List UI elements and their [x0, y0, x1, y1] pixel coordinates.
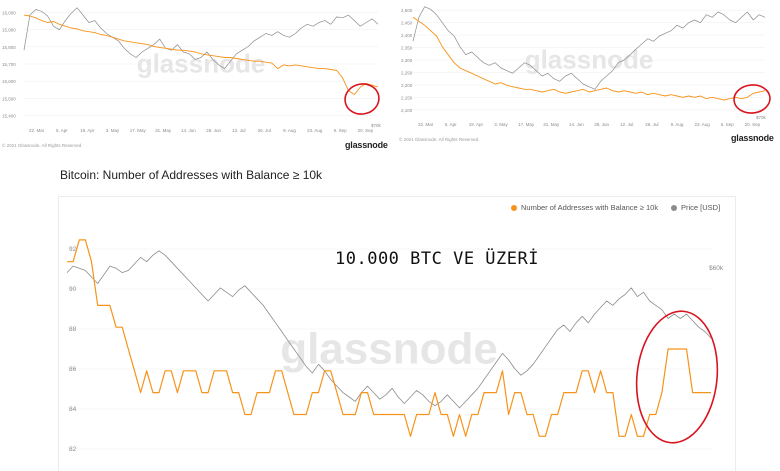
addresses-line	[412, 16, 766, 101]
y-tick-label: 92	[69, 246, 77, 253]
y-tick-label: 2,250	[401, 70, 413, 75]
x-tick-label: 31. May	[155, 128, 172, 133]
x-tick-label: 19. Apr	[469, 122, 484, 127]
y-tick-label: 86	[69, 366, 77, 373]
x-tick-label: 22. Mar	[29, 128, 45, 133]
x-tick-label: 12. Jul	[620, 122, 633, 127]
legend-dot-addresses	[511, 204, 517, 211]
highlight-circle	[733, 84, 771, 114]
x-tick-label: 26. Jul	[258, 128, 271, 133]
watermark: glassnode	[137, 49, 266, 79]
addresses-line	[67, 239, 711, 437]
copyright-text: © 2021 Glassnode. All Rights Reserved.	[2, 143, 83, 148]
highlight-circle	[635, 310, 719, 444]
highlight-circle	[344, 83, 380, 115]
price-line	[23, 7, 379, 69]
x-tick-label: 14. Jun	[569, 122, 584, 127]
price-line	[66, 250, 712, 409]
y-tick-label: 2,350	[401, 46, 413, 51]
glassnode-logo: glassnode	[345, 140, 388, 150]
x-tick-label: 12. Jul	[232, 128, 245, 133]
y-tick-label: 2,450	[401, 21, 413, 26]
price-tick-label: $70k	[756, 115, 767, 120]
x-tick-label: 3. May	[106, 128, 120, 133]
legend-item-addresses[interactable]: Number of Addresses with Balance ≥ 10k	[511, 203, 658, 212]
price-tick-label: $60k	[709, 265, 724, 272]
x-tick-label: 20. Sep	[358, 128, 374, 133]
y-tick-label: 2,300	[401, 58, 413, 63]
x-tick-label: 14. Jun	[181, 128, 196, 133]
copyright-text: © 2021 Glassnode. All Rights Reserved.	[399, 137, 480, 142]
legend-dot-price	[671, 204, 677, 211]
y-tick-label: 2,400	[401, 33, 413, 38]
x-tick-label: 23. Aug	[307, 128, 323, 133]
chart-title: Bitcoin: Number of Addresses with Balanc…	[60, 168, 323, 182]
y-tick-label: 2,200	[401, 83, 413, 88]
x-tick-label: 26. Jul	[645, 122, 658, 127]
glassnode-logo: glassnode	[731, 133, 774, 143]
chart-svg-top-left: 16,000 15,900 15,800 15,700 15,600 15,500 15,4…	[2, 7, 382, 133]
y-tick-label: 16,000	[2, 11, 16, 16]
y-tick-label: 82	[69, 446, 77, 453]
x-tick-label: 28. Jun	[594, 122, 609, 127]
y-tick-label: 2,500	[401, 8, 413, 13]
legend-label-price: Price [USD]	[681, 203, 721, 212]
x-tick-label: 28. Jun	[206, 128, 221, 133]
watermark: glassnode	[280, 325, 498, 374]
x-tick-label: 6. Sep	[334, 128, 348, 133]
y-tick-label: 90	[69, 286, 77, 293]
price-line	[412, 6, 766, 90]
watermark: glassnode	[525, 45, 654, 75]
chart-panel-top-right: 2,500 2,450 2,400 2,350 2,300 2,250 2,200 2,150…	[395, 0, 780, 152]
chart-svg-top-right: 2,500 2,450 2,400 2,350 2,300 2,250 2,200 2,150…	[401, 6, 771, 127]
x-tick-label: 9. Aug	[283, 128, 296, 133]
x-tick-label: 19. Apr	[80, 128, 95, 133]
x-tick-label: 31. May	[543, 122, 560, 127]
y-tick-label: 2,100	[401, 108, 413, 113]
annotation-text: 10.000 BTC VE ÜZERİ	[335, 249, 539, 269]
y-tick-label: 2,150	[401, 95, 413, 100]
y-tick-label: 15,800	[2, 45, 16, 50]
y-tick-label: 15,600	[2, 79, 16, 84]
price-tick-label: $70k	[371, 123, 382, 128]
x-tick-label: 3. May	[494, 122, 508, 127]
legend-label-addresses: Number of Addresses with Balance ≥ 10k	[521, 203, 659, 212]
chart-panel-top-left: 16,000 15,900 15,800 15,700 15,600 15,500 15,4…	[0, 0, 388, 152]
y-tick-label: 84	[69, 406, 77, 413]
x-tick-label: 5. Apr	[445, 122, 457, 127]
x-tick-label: 5. Apr	[56, 128, 68, 133]
x-tick-label: 6. Sep	[721, 122, 735, 127]
x-tick-label: 20. Sep	[745, 122, 761, 127]
x-tick-label: 23. Aug	[695, 122, 711, 127]
legend-item-price[interactable]: Price [USD]	[671, 203, 720, 212]
y-tick-label: 15,900	[2, 28, 16, 33]
y-tick-label: 15,700	[2, 62, 16, 67]
x-tick-label: 17. May	[130, 128, 147, 133]
x-tick-label: 22. Mar	[418, 122, 434, 127]
y-tick-label: 15,500	[2, 96, 16, 101]
chart-panel-main: 92 90 88 86 84 82 glassnode $60k Number of Addr…	[58, 196, 736, 471]
x-tick-label: 9. Aug	[671, 122, 684, 127]
y-tick-label: 15,400	[2, 113, 16, 118]
y-tick-label: 88	[69, 326, 77, 333]
x-tick-label: 17. May	[518, 122, 535, 127]
addresses-line	[23, 14, 379, 95]
chart-svg-main: 92 90 88 86 84 82 glassnode $60k	[66, 239, 724, 453]
